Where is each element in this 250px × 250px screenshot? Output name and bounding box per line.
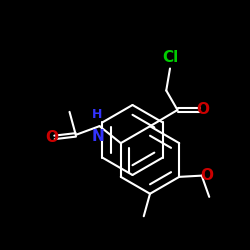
- Text: N: N: [91, 128, 104, 144]
- Text: O: O: [201, 168, 214, 183]
- Text: O: O: [196, 102, 209, 118]
- Text: H: H: [92, 108, 103, 121]
- Text: Cl: Cl: [162, 50, 178, 65]
- Text: O: O: [45, 130, 58, 145]
